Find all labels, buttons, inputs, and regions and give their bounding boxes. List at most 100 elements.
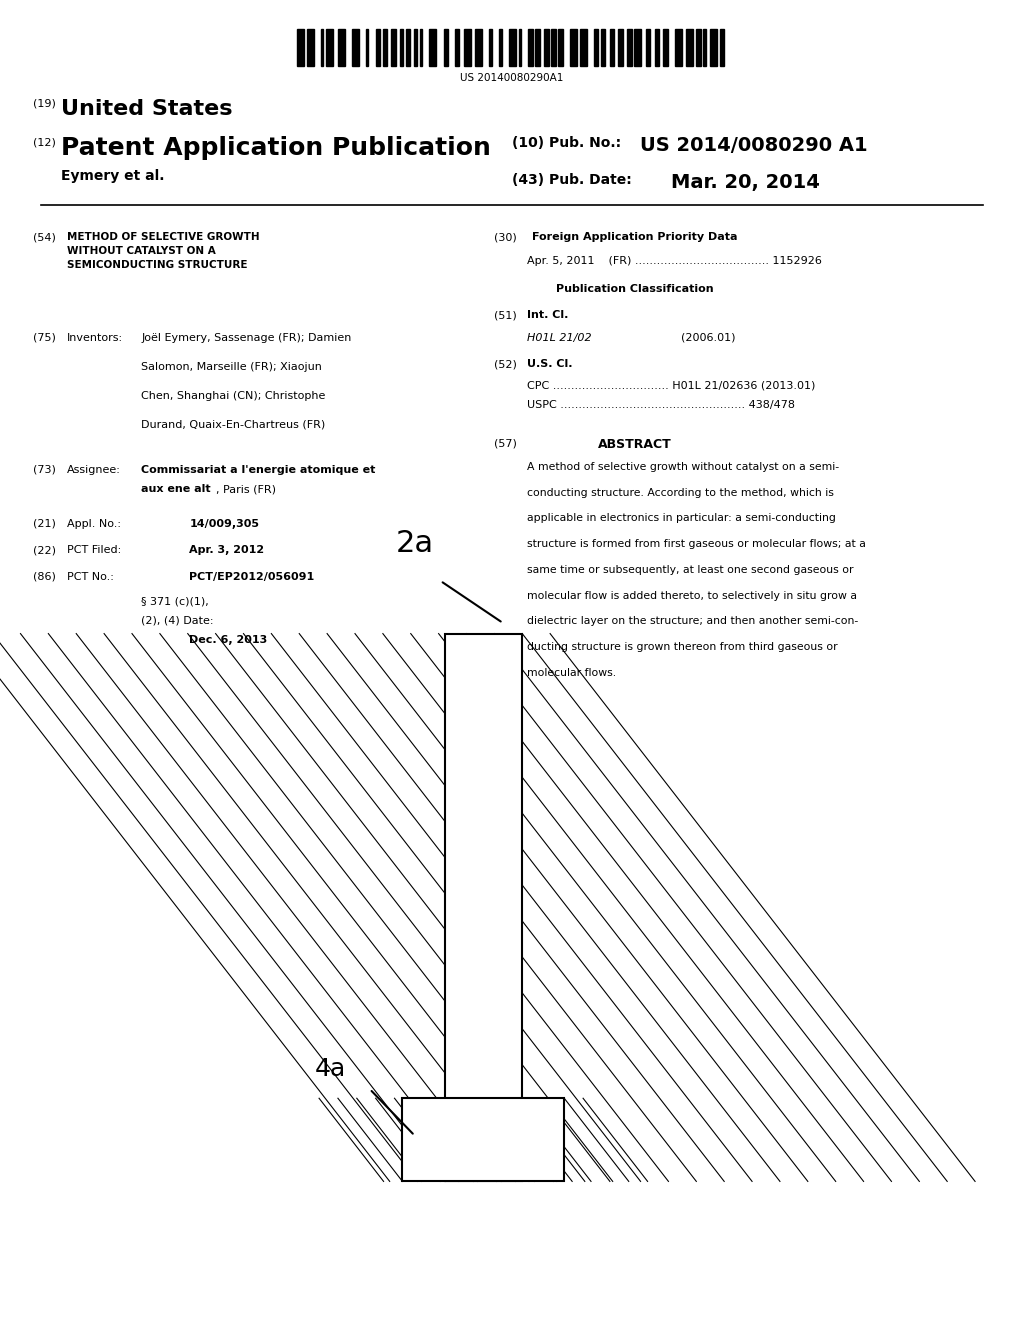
Text: (54): (54): [34, 232, 56, 243]
Text: PCT/EP2012/056091: PCT/EP2012/056091: [189, 572, 314, 582]
Text: CPC ................................ H01L 21/02636 (2013.01): CPC ................................ H01…: [527, 380, 816, 391]
Text: Mar. 20, 2014: Mar. 20, 2014: [671, 173, 819, 191]
Bar: [618, 29, 623, 66]
Text: molecular flow is added thereto, to selectively in situ grow a: molecular flow is added thereto, to sele…: [527, 591, 857, 601]
Text: molecular flows.: molecular flows.: [527, 668, 616, 678]
Text: (51): (51): [495, 310, 517, 321]
Bar: [443, 29, 447, 66]
Text: Eymery et al.: Eymery et al.: [61, 169, 165, 183]
Bar: [420, 29, 422, 66]
Bar: [489, 29, 493, 66]
Text: (57): (57): [495, 438, 517, 449]
Text: Apr. 5, 2011    (FR) ..................................... 1152926: Apr. 5, 2011 (FR) ......................…: [527, 256, 822, 267]
Text: (43) Pub. Date:: (43) Pub. Date:: [512, 173, 632, 187]
Bar: [509, 29, 516, 66]
Bar: [536, 29, 540, 66]
Text: PCT Filed:: PCT Filed:: [67, 545, 121, 556]
Text: 14/009,305: 14/009,305: [189, 519, 259, 529]
Text: (19): (19): [34, 99, 56, 110]
Text: United States: United States: [61, 99, 232, 119]
Text: aux ene alt: aux ene alt: [141, 484, 211, 495]
Bar: [711, 29, 718, 66]
Text: (12): (12): [34, 137, 56, 148]
Text: ABSTRACT: ABSTRACT: [598, 438, 672, 451]
Bar: [391, 29, 396, 66]
Text: Durand, Quaix-En-Chartreus (FR): Durand, Quaix-En-Chartreus (FR): [141, 420, 326, 430]
Text: same time or subsequently, at least one second gaseous or: same time or subsequently, at least one …: [527, 565, 854, 576]
Bar: [406, 29, 410, 66]
Bar: [400, 29, 402, 66]
Text: conducting structure. According to the method, which is: conducting structure. According to the m…: [527, 487, 835, 498]
Text: dielectric layer on the structure; and then another semi-con-: dielectric layer on the structure; and t…: [527, 616, 858, 627]
Bar: [634, 29, 641, 66]
Text: PCT No.:: PCT No.:: [67, 572, 114, 582]
Bar: [321, 29, 324, 66]
Text: Publication Classification: Publication Classification: [556, 284, 714, 294]
Bar: [601, 29, 605, 66]
Bar: [415, 29, 417, 66]
Text: applicable in electronics in particular: a semi-conducting: applicable in electronics in particular:…: [527, 513, 837, 524]
Bar: [499, 29, 502, 66]
Bar: [594, 29, 598, 66]
Text: Int. Cl.: Int. Cl.: [527, 310, 568, 321]
Bar: [326, 29, 333, 66]
Text: H01L 21/02: H01L 21/02: [527, 333, 592, 343]
Text: (86): (86): [34, 572, 56, 582]
Text: 4a: 4a: [315, 1057, 346, 1081]
Bar: [654, 29, 659, 66]
Bar: [720, 29, 724, 66]
Text: structure is formed from first gaseous or molecular flows; at a: structure is formed from first gaseous o…: [527, 539, 866, 549]
Bar: [664, 29, 668, 66]
Bar: [703, 29, 706, 66]
Text: Chen, Shanghai (CN); Christophe: Chen, Shanghai (CN); Christophe: [141, 391, 326, 401]
Text: (21): (21): [34, 519, 56, 529]
Text: ducting structure is grown thereon from third gaseous or: ducting structure is grown thereon from …: [527, 642, 838, 652]
Text: US 20140080290A1: US 20140080290A1: [461, 73, 563, 83]
Text: US 2014/0080290 A1: US 2014/0080290 A1: [640, 136, 867, 154]
Bar: [609, 29, 614, 66]
Bar: [297, 29, 304, 66]
Text: (2), (4) Date:: (2), (4) Date:: [141, 615, 214, 626]
Text: METHOD OF SELECTIVE GROWTH
WITHOUT CATALYST ON A
SEMICONDUCTING STRUCTURE: METHOD OF SELECTIVE GROWTH WITHOUT CATAL…: [67, 232, 259, 271]
Bar: [445, 634, 522, 1181]
Text: A method of selective growth without catalyst on a semi-: A method of selective growth without cat…: [527, 462, 840, 473]
Bar: [646, 29, 650, 66]
Text: Assignee:: Assignee:: [67, 465, 121, 475]
Bar: [376, 29, 380, 66]
Text: , Paris (FR): , Paris (FR): [216, 484, 276, 495]
Bar: [429, 29, 436, 66]
Bar: [306, 29, 313, 66]
Text: Foreign Application Priority Data: Foreign Application Priority Data: [532, 232, 737, 243]
Text: Salomon, Marseille (FR); Xiaojun: Salomon, Marseille (FR); Xiaojun: [141, 362, 323, 372]
Bar: [558, 29, 563, 66]
Bar: [475, 29, 482, 66]
Text: Patent Application Publication: Patent Application Publication: [61, 136, 492, 160]
Bar: [351, 29, 358, 66]
Bar: [580, 29, 587, 66]
Text: (73): (73): [34, 465, 56, 475]
Text: 2a: 2a: [395, 529, 434, 558]
Bar: [696, 29, 700, 66]
Bar: [528, 29, 532, 66]
Bar: [551, 29, 556, 66]
Bar: [518, 29, 521, 66]
Bar: [675, 29, 682, 66]
Text: (52): (52): [495, 359, 517, 370]
Text: Dec. 6, 2013: Dec. 6, 2013: [189, 635, 267, 645]
Text: USPC ................................................... 438/478: USPC ...................................…: [527, 400, 796, 411]
Bar: [383, 29, 387, 66]
Text: (30): (30): [495, 232, 517, 243]
Text: (10) Pub. No.:: (10) Pub. No.:: [512, 136, 622, 150]
Text: (2006.01): (2006.01): [681, 333, 735, 343]
Text: Inventors:: Inventors:: [67, 333, 123, 343]
Bar: [402, 1098, 564, 1181]
Text: § 371 (c)(1),: § 371 (c)(1),: [141, 597, 209, 607]
Text: (75): (75): [34, 333, 56, 343]
Text: U.S. Cl.: U.S. Cl.: [527, 359, 572, 370]
Text: Apr. 3, 2012: Apr. 3, 2012: [189, 545, 264, 556]
Bar: [569, 29, 577, 66]
Bar: [686, 29, 693, 66]
Bar: [544, 29, 549, 66]
Bar: [455, 29, 460, 66]
Text: Joël Eymery, Sassenage (FR); Damien: Joël Eymery, Sassenage (FR); Damien: [141, 333, 351, 343]
